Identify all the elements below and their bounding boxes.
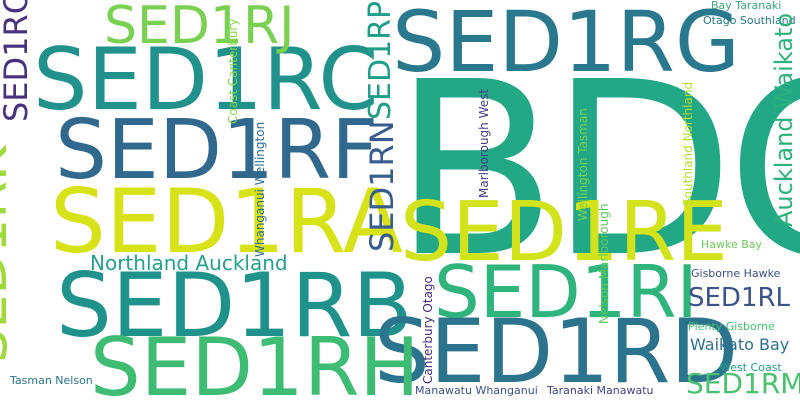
word-west-coast: West Coast <box>720 361 782 374</box>
word-marlborough-west: Marlborough West <box>477 88 491 198</box>
word-bdcq: BDCQ <box>393 30 800 310</box>
word-waikato-bay: Waikato Bay <box>690 335 790 354</box>
word-sed1rd: SED1RD <box>374 300 739 400</box>
word-sed1rm: SED1RM <box>686 367 800 400</box>
word-sed1rg: SED1RG <box>392 0 740 91</box>
word-sed1rn: SED1RN <box>363 120 401 252</box>
word-coast-canterbury: Coast Canterbury <box>226 18 240 124</box>
word-whanganui-wellington: Whanganui Wellington <box>253 121 267 257</box>
word-tasman-nelson: Tasman Nelson <box>10 374 93 387</box>
word-northland-auckland: Northland Auckland <box>90 251 288 275</box>
word-sed1rb: SED1RB <box>56 254 413 357</box>
word-otago-southland: Otago Southland <box>703 14 796 27</box>
word-sed1rh: SED1RH <box>90 321 420 400</box>
word-sed1ri: SED1RI <box>434 250 698 334</box>
word-taranaki-manawatu: Taranaki Manawatu <box>547 384 654 397</box>
word-hawke-bay: Hawke Bay <box>701 238 763 251</box>
word-sed1rc: SED1RC <box>33 30 379 130</box>
word-sed1rf: SED1RF <box>55 103 379 198</box>
word-sed1rk: SED1RK <box>0 145 19 363</box>
word-southland-northland: Southland Northland <box>681 81 695 206</box>
word-wellington-tasman: Wellington Tasman <box>576 108 590 221</box>
word-sed1ra: SED1RA <box>50 170 403 273</box>
word-auckland-waikato: Auckland Waikato <box>770 12 798 227</box>
word-sed1rp: SED1RP <box>363 0 398 120</box>
word-canterbury-otago: Canterbury Otago <box>421 276 435 384</box>
word-bay-taranaki: Bay Taranaki <box>711 0 782 12</box>
word-sed1rj: SED1RJ <box>104 0 295 56</box>
word-manawatu-whanganui: Manawatu Whanganui <box>415 384 538 397</box>
word-gisborne-hawke: Gisborne Hawke <box>691 267 781 280</box>
word-sed1ro: SED1RO <box>0 0 35 122</box>
word-plenty-gisborne: Plenty Gisborne <box>688 320 775 333</box>
word-sed1re: SED1RE <box>400 185 728 280</box>
word-nelson-marlborough: Nelson Marlborough <box>597 203 611 324</box>
word-sed1rl: SED1RL <box>688 283 791 313</box>
